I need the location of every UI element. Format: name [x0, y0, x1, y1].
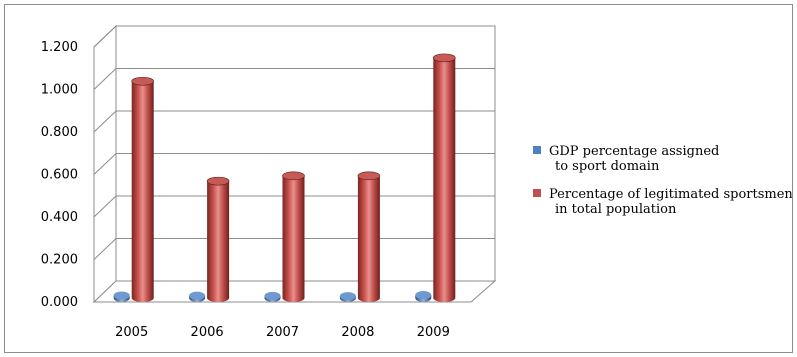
gridline — [93, 110, 495, 133]
legend-label: in total population — [555, 202, 677, 217]
gridline — [93, 153, 495, 175]
x-axis-tick-labels: 2005 2006 2007 2008 2009 — [115, 325, 450, 340]
legend-swatch — [533, 189, 541, 197]
legend-label: to sport domain — [555, 159, 660, 174]
gridlines — [93, 25, 495, 260]
y-tick-label: 0.200 — [41, 253, 78, 268]
y-tick-label: 1.000 — [41, 83, 78, 98]
bar-top — [357, 171, 381, 181]
bar — [189, 291, 206, 302]
bar-top — [206, 176, 230, 186]
bar — [206, 176, 230, 302]
gridline — [93, 68, 495, 90]
bar — [131, 76, 154, 302]
y-axis-tick-labels: 0.000 0.200 0.400 0.600 0.800 1.000 1.200 — [41, 40, 78, 310]
bar — [282, 171, 305, 302]
bar — [357, 171, 381, 302]
bar-top — [189, 291, 206, 300]
bar — [432, 53, 456, 302]
legend-label: Percentage of legitimated sportsmen — [549, 187, 793, 202]
y-tick-label: 0.400 — [41, 210, 78, 225]
bar-top — [339, 292, 356, 301]
bar-body — [282, 175, 305, 302]
legend-swatch — [533, 146, 541, 154]
bar-top — [282, 171, 305, 181]
y-tick-label: 1.200 — [41, 40, 78, 55]
bar-chart: 0.000 0.200 0.400 0.600 0.800 1.000 1.200 2005… — [41, 24, 793, 340]
bar-top — [131, 76, 154, 86]
bar — [113, 291, 130, 302]
legend-label: GDP percentage assigned — [549, 144, 719, 159]
x-tick-label: 2006 — [191, 325, 224, 340]
bar-top — [113, 291, 130, 300]
bar-body — [207, 181, 230, 302]
bar — [264, 291, 281, 302]
bar-body — [131, 81, 154, 302]
chart-frame: 0.000 0.200 0.400 0.600 0.800 1.000 1.200 2005… — [4, 4, 793, 353]
y-tick-label: 0.600 — [41, 168, 78, 183]
bar — [339, 292, 356, 302]
y-tick-label: 0.000 — [41, 295, 78, 310]
x-tick-label: 2009 — [417, 325, 450, 340]
x-tick-label: 2008 — [341, 325, 374, 340]
y-tick-label: 0.800 — [41, 125, 78, 140]
x-tick-label: 2005 — [115, 325, 148, 340]
bar-top — [264, 291, 281, 300]
bar-series — [113, 53, 456, 302]
bar-body — [357, 175, 380, 302]
gridline — [93, 25, 495, 48]
bar — [415, 291, 432, 302]
bar-top — [432, 53, 456, 63]
bar-body — [433, 57, 456, 302]
x-tick-label: 2007 — [266, 325, 299, 340]
bar-top — [415, 291, 432, 300]
